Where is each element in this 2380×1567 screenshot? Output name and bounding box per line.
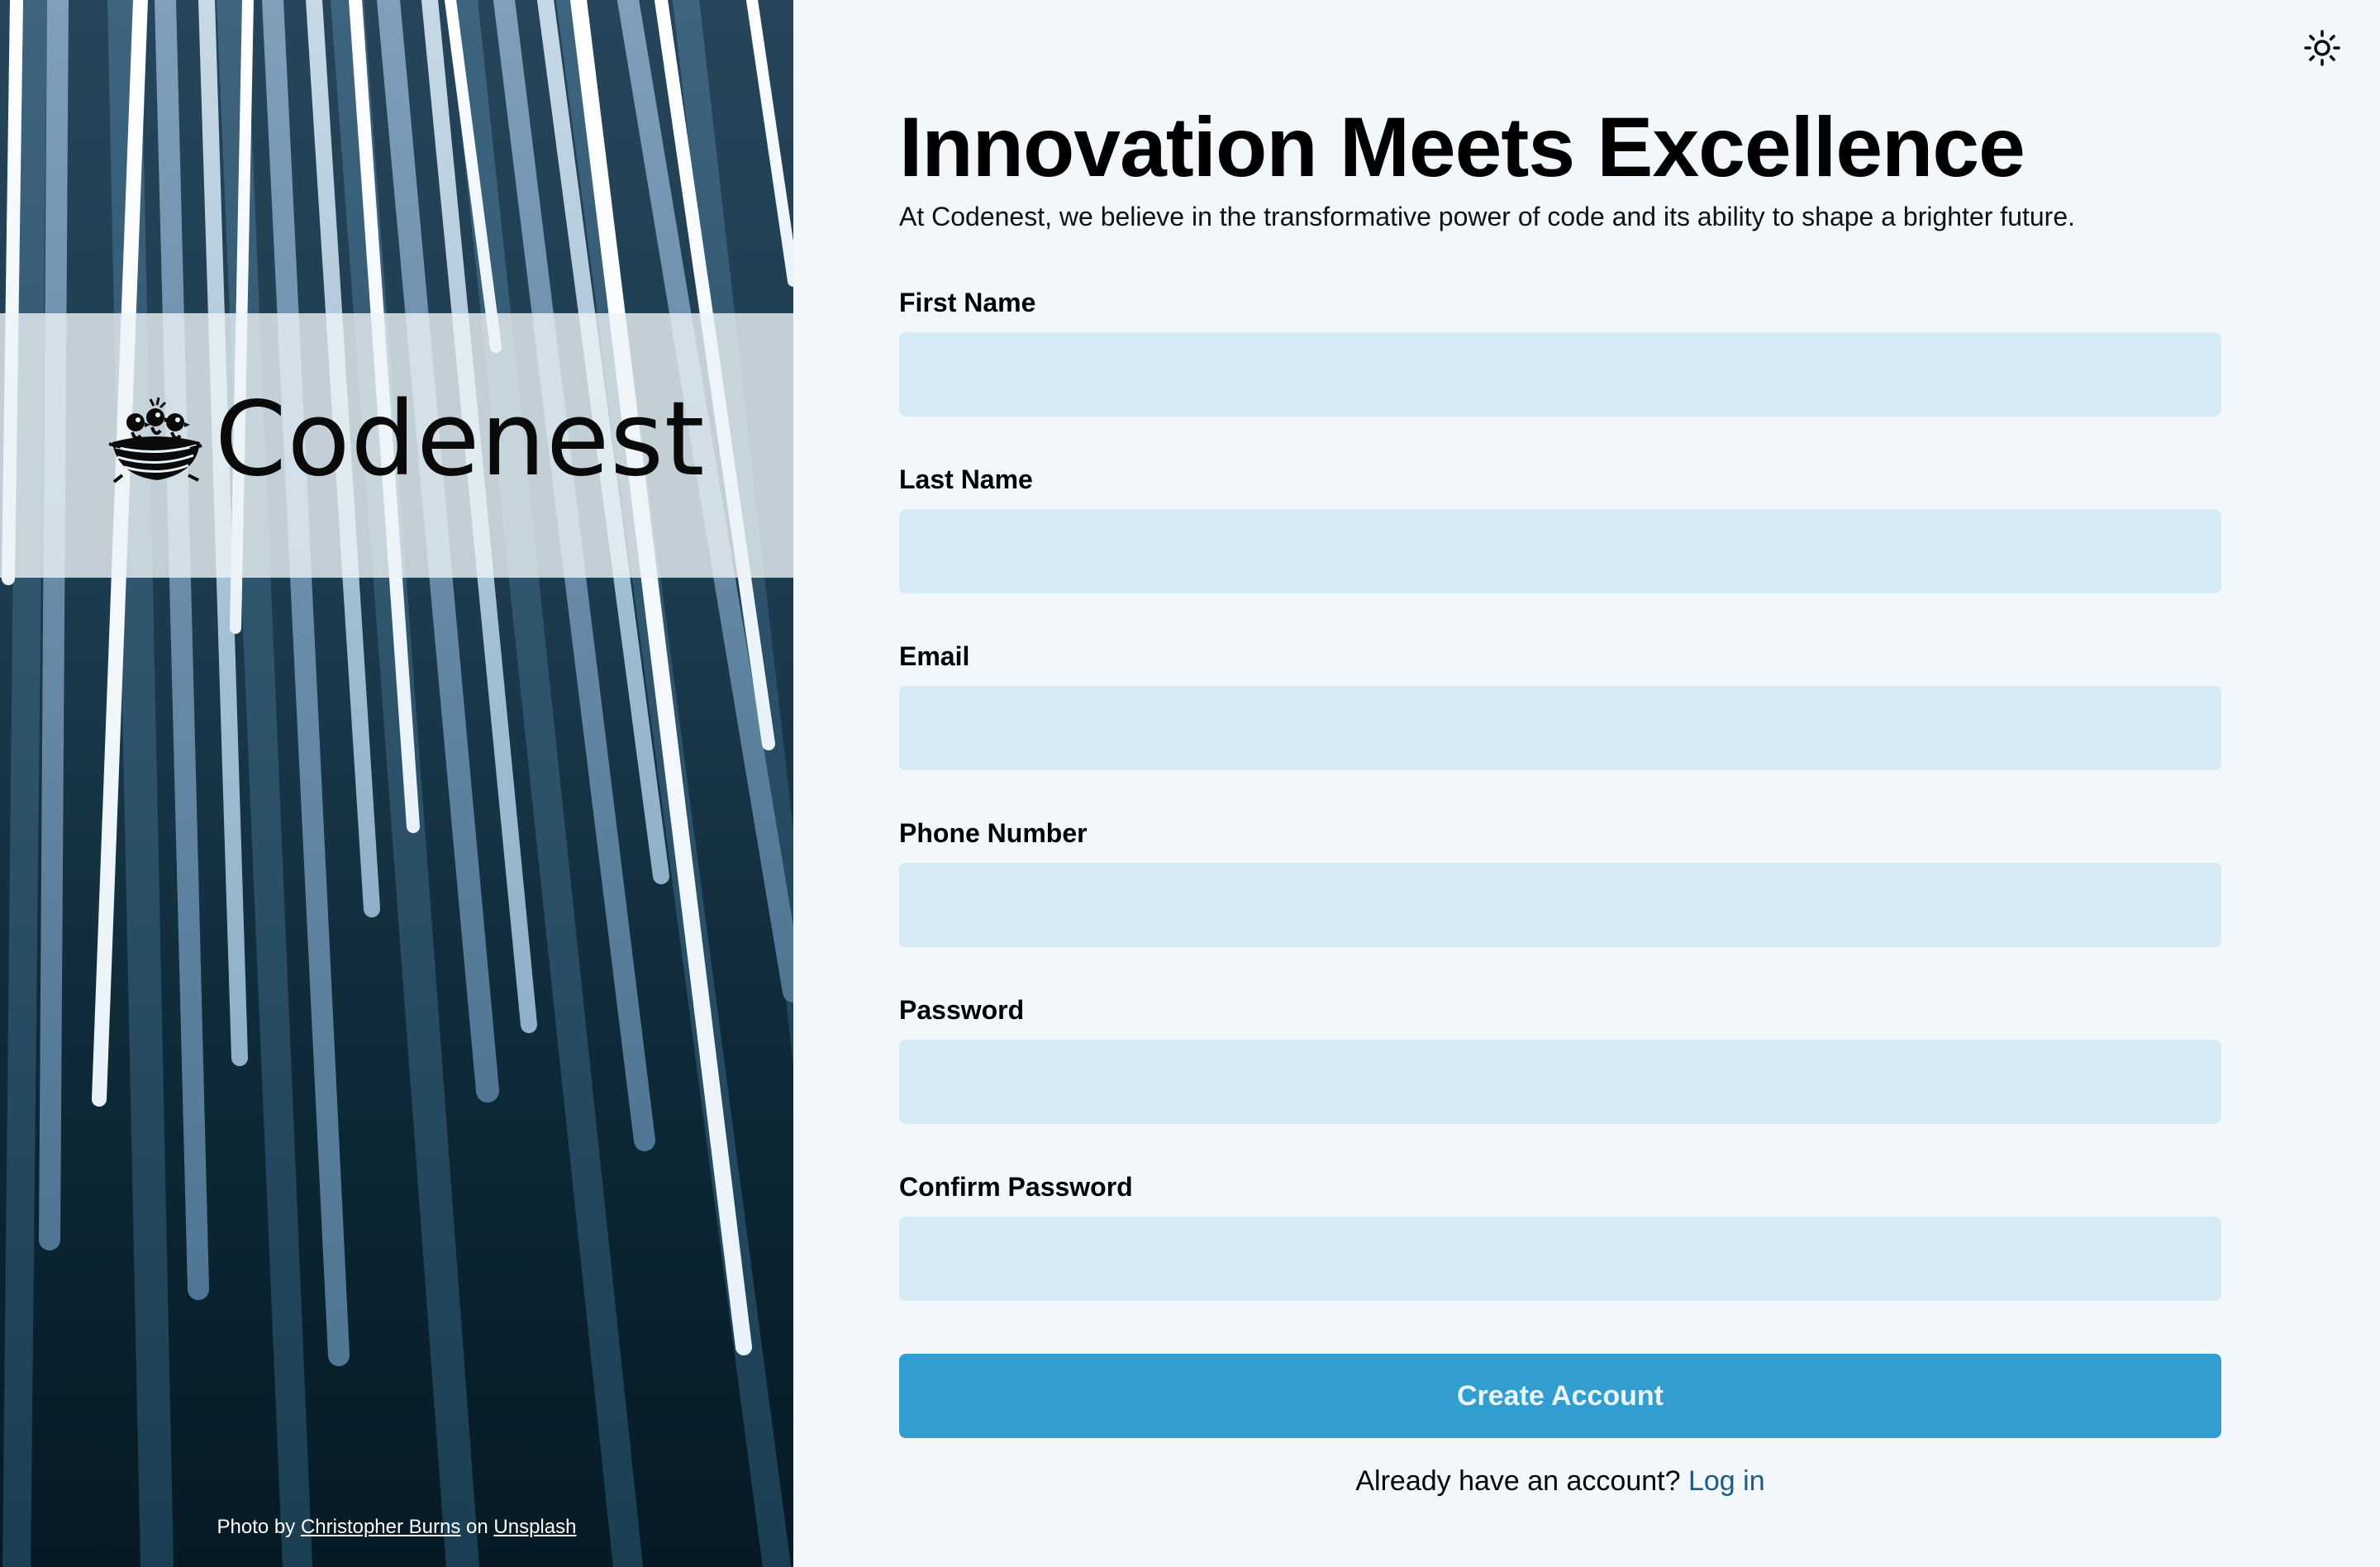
phone-input[interactable] (899, 863, 2221, 947)
hero-photo: Codenest Photo by Christopher Burns on U… (0, 0, 793, 1567)
last-name-label: Last Name (899, 464, 1033, 494)
light-streaks-image (2, 0, 793, 1567)
confirm-password-label: Confirm Password (899, 1172, 1133, 1202)
confirm-password-input[interactable] (899, 1217, 2221, 1301)
page-subtitle: At Codenest, we believe in the transform… (899, 202, 2076, 231)
page-title: Innovation Meets Excellence (899, 100, 2025, 194)
sun-icon (2304, 30, 2340, 66)
confirm-password-field: Confirm Password (899, 1170, 2221, 1301)
email-label: Email (899, 641, 970, 671)
brand-name: Codenest (215, 380, 706, 499)
login-link[interactable]: Log in (1687, 1465, 1765, 1497)
nest-icon (108, 397, 202, 483)
first-name-field: First Name (899, 286, 2221, 417)
login-prompt: Already have an account? Log in (899, 1463, 2221, 1499)
theme-toggle-button[interactable] (2302, 28, 2342, 68)
signup-panel: Innovation Meets Excellence At Codenest,… (899, 98, 2221, 1499)
phone-field: Phone Number (899, 817, 2221, 947)
credit-source-link[interactable]: Unsplash (493, 1516, 577, 1538)
first-name-label: First Name (899, 288, 1036, 317)
credit-author-link[interactable]: Christopher Burns (300, 1516, 461, 1538)
last-name-input[interactable] (899, 509, 2221, 593)
signup-form: First Name Last Name Email Phone Number … (899, 286, 2221, 1499)
first-name-input[interactable] (899, 332, 2221, 417)
password-label: Password (899, 995, 1025, 1025)
password-input[interactable] (899, 1040, 2221, 1124)
photo-credit: Photo by Christopher Burns on Unsplash (0, 1516, 793, 1539)
credit-joiner: on (466, 1516, 488, 1538)
phone-label: Phone Number (899, 818, 1088, 848)
last-name-field: Last Name (899, 463, 2221, 593)
email-input[interactable] (899, 686, 2221, 770)
create-account-button[interactable]: Create Account (899, 1354, 2221, 1438)
brand-logo: Codenest (107, 388, 706, 491)
login-prompt-text: Already have an account? (1355, 1465, 1681, 1497)
email-field: Email (899, 640, 2221, 770)
credit-prefix: Photo by (217, 1516, 296, 1538)
password-field: Password (899, 993, 2221, 1124)
